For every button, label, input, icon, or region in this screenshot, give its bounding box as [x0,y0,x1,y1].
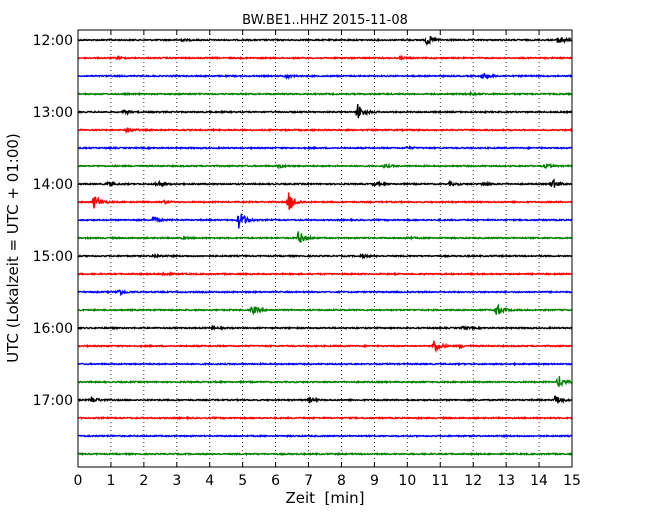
trace-1530 [77,288,573,297]
trace-1445 [77,231,573,243]
trace-1400 [77,178,573,188]
trace-1245 [77,90,573,98]
trace-1630 [77,361,573,367]
trace-1330 [77,144,573,151]
y-tick-label: 15:00 [33,249,73,265]
trace-lines [77,35,573,457]
trace-1415 [77,192,573,210]
x-tick-label: 15 [563,473,581,489]
trace-1515 [77,271,573,277]
trace-1645 [77,376,573,388]
trace-1430 [77,213,573,229]
chart-title: BW.BE1..HHZ 2015-11-08 [242,13,408,28]
x-tick-label: 1 [106,473,115,489]
y-axis-label: UTC (Lokalzeit = UTC + 01:00) [4,133,22,363]
x-axis-label: Zeit [min] [285,489,364,507]
x-tick-label: 12 [464,473,482,489]
x-tick-label: 0 [74,473,83,489]
x-tick-label: 11 [431,473,449,489]
y-tick-label: 17:00 [33,393,73,409]
trace-1615 [77,340,573,353]
trace-1200 [77,35,573,46]
x-tick-label: 8 [337,473,346,489]
y-tick-label: 13:00 [33,105,73,121]
x-tick-label: 9 [370,473,379,489]
y-tick-label: 14:00 [33,177,73,193]
trace-1230 [77,72,573,81]
trace-1545 [77,303,573,316]
trace-1745 [77,451,573,457]
y-tick-label: 16:00 [33,321,73,337]
trace-1600 [77,324,573,332]
x-tick-label: 3 [172,473,181,489]
trace-1345 [77,162,573,170]
x-tick-label: 4 [205,473,214,489]
x-tick-label: 14 [530,473,548,489]
trace-1215 [77,53,573,61]
trace-1715 [77,415,573,421]
x-tick-label: 5 [238,473,247,489]
trace-1300 [77,104,573,119]
x-tick-label: 7 [304,473,313,489]
trace-1500 [77,252,573,260]
grid-lines [110,30,540,467]
x-tick-label: 6 [271,473,280,489]
x-tick-label: 2 [139,473,148,489]
y-tick-label: 12:00 [33,33,73,49]
trace-1315 [77,127,573,135]
axis-ticks: 0 1 2 3 4 5 6 7 8 9 10 11 12 13 14 1512:0013:0014:0015:… [33,30,581,489]
x-tick-label: 13 [497,473,515,489]
plot-frame [77,29,573,468]
trace-1730 [77,433,573,439]
x-tick-label: 10 [398,473,416,489]
trace-1700 [77,395,573,405]
